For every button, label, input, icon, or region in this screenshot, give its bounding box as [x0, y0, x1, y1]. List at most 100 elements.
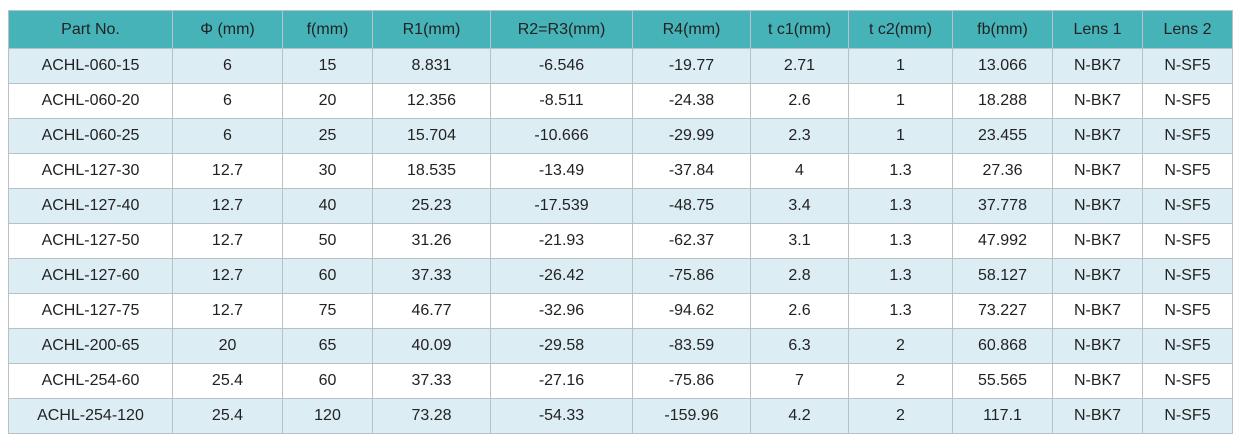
table-cell: 27.36 [952, 153, 1053, 189]
table-cell: 4 [750, 153, 849, 189]
table-cell: 50 [282, 223, 373, 259]
table-cell: ACHL-127-40 [8, 188, 173, 224]
table-cell: 3.1 [750, 223, 849, 259]
table-cell: -26.42 [490, 258, 633, 294]
table-cell: -29.58 [490, 328, 633, 364]
table-cell: N-BK7 [1052, 223, 1143, 259]
table-cell: ACHL-254-60 [8, 363, 173, 399]
table-cell: 1 [848, 118, 953, 154]
table-cell: -32.96 [490, 293, 633, 329]
header-cell: R4(mm) [632, 10, 751, 49]
table-row: ACHL-254-60 25.4 60 37.33 -27.16 -75.86 7 2 55.5… [8, 363, 1233, 399]
table-cell: 12.7 [172, 153, 283, 189]
table-cell: 1.3 [848, 258, 953, 294]
table-row: ACHL-060-25 6 25 15.704 -10.666 -29.99 2.3 1 23.… [8, 118, 1233, 154]
table-cell: N-SF5 [1142, 48, 1233, 84]
table-cell: 2.71 [750, 48, 849, 84]
table-cell: N-BK7 [1052, 48, 1143, 84]
table-body: ACHL-060-15 6 15 8.831 -6.546 -19.77 2.71 1 13.0… [8, 48, 1233, 434]
table-row: ACHL-127-50 12.7 50 31.26 -21.93 -62.37 3.1 1.3… [8, 223, 1233, 259]
table-cell: -37.84 [632, 153, 751, 189]
table-cell: 13.066 [952, 48, 1053, 84]
table-cell: 37.778 [952, 188, 1053, 224]
table-cell: 60 [282, 258, 373, 294]
table-cell: -21.93 [490, 223, 633, 259]
table-row: ACHL-254-120 25.4 120 73.28 -54.33 -159.96 4.2… [8, 398, 1233, 434]
table-cell: 12.7 [172, 188, 283, 224]
table-cell: -6.546 [490, 48, 633, 84]
table-cell: 6 [172, 83, 283, 119]
table-cell: 8.831 [372, 48, 491, 84]
table-cell: ACHL-127-75 [8, 293, 173, 329]
table-cell: -27.16 [490, 363, 633, 399]
table-cell: -48.75 [632, 188, 751, 224]
table-cell: -83.59 [632, 328, 751, 364]
table-cell: -94.62 [632, 293, 751, 329]
table-cell: 15 [282, 48, 373, 84]
table-cell: 60 [282, 363, 373, 399]
table-cell: -24.38 [632, 83, 751, 119]
table-cell: 4.2 [750, 398, 849, 434]
table-cell: 1 [848, 83, 953, 119]
table-cell: 58.127 [952, 258, 1053, 294]
table-cell: 6 [172, 48, 283, 84]
table-cell: ACHL-127-30 [8, 153, 173, 189]
table-cell: 3.4 [750, 188, 849, 224]
header-cell: t c2(mm) [848, 10, 953, 49]
table-cell: 30 [282, 153, 373, 189]
table-cell: N-BK7 [1052, 118, 1143, 154]
header-cell: Lens 1 [1052, 10, 1143, 49]
table-cell: 20 [172, 328, 283, 364]
header-cell: f(mm) [282, 10, 373, 49]
table-cell: 20 [282, 83, 373, 119]
table-row: ACHL-127-60 12.7 60 37.33 -26.42 -75.86 2.8 1.3… [8, 258, 1233, 294]
table-row: ACHL-127-30 12.7 30 18.535 -13.49 -37.84 4 1.3 2… [8, 153, 1233, 189]
table-cell: 7 [750, 363, 849, 399]
table-cell: ACHL-060-20 [8, 83, 173, 119]
table-cell: 25.4 [172, 363, 283, 399]
table-cell: ACHL-127-60 [8, 258, 173, 294]
table-cell: 40 [282, 188, 373, 224]
table-cell: 2 [848, 363, 953, 399]
table-cell: ACHL-060-15 [8, 48, 173, 84]
table-cell: 117.1 [952, 398, 1053, 434]
header-cell: t c1(mm) [750, 10, 849, 49]
table-cell: N-BK7 [1052, 188, 1143, 224]
table-cell: 46.77 [372, 293, 491, 329]
table-cell: -10.666 [490, 118, 633, 154]
table-cell: -62.37 [632, 223, 751, 259]
table-cell: -19.77 [632, 48, 751, 84]
table-cell: 15.704 [372, 118, 491, 154]
table-cell: 12.7 [172, 293, 283, 329]
table-cell: 37.33 [372, 363, 491, 399]
table-row: ACHL-127-40 12.7 40 25.23 -17.539 -48.75 3.4 1.… [8, 188, 1233, 224]
table-cell: ACHL-254-120 [8, 398, 173, 434]
table-cell: N-BK7 [1052, 153, 1143, 189]
table-cell: 12.356 [372, 83, 491, 119]
table-cell: N-SF5 [1142, 328, 1233, 364]
table-cell: N-BK7 [1052, 258, 1143, 294]
table-cell: 25 [282, 118, 373, 154]
table-cell: 2.6 [750, 83, 849, 119]
table-cell: 23.455 [952, 118, 1053, 154]
table-cell: 37.33 [372, 258, 491, 294]
table-cell: 6 [172, 118, 283, 154]
table-cell: 1 [848, 48, 953, 84]
table-cell: 25.4 [172, 398, 283, 434]
table-row: ACHL-060-15 6 15 8.831 -6.546 -19.77 2.71 1 13.0… [8, 48, 1233, 84]
table-cell: 1.3 [848, 188, 953, 224]
table-cell: -29.99 [632, 118, 751, 154]
table-cell: 2.3 [750, 118, 849, 154]
table-cell: N-BK7 [1052, 363, 1143, 399]
header-cell: Part No. [8, 10, 173, 49]
header-cell: Φ (mm) [172, 10, 283, 49]
table-cell: 1.3 [848, 153, 953, 189]
table-cell: N-SF5 [1142, 258, 1233, 294]
table-cell: 120 [282, 398, 373, 434]
table-cell: ACHL-060-25 [8, 118, 173, 154]
table-cell: 1.3 [848, 293, 953, 329]
table-cell: 12.7 [172, 258, 283, 294]
table-row: ACHL-200-65 20 65 40.09 -29.58 -83.59 6.3 2 60.8… [8, 328, 1233, 364]
table-cell: 2.8 [750, 258, 849, 294]
